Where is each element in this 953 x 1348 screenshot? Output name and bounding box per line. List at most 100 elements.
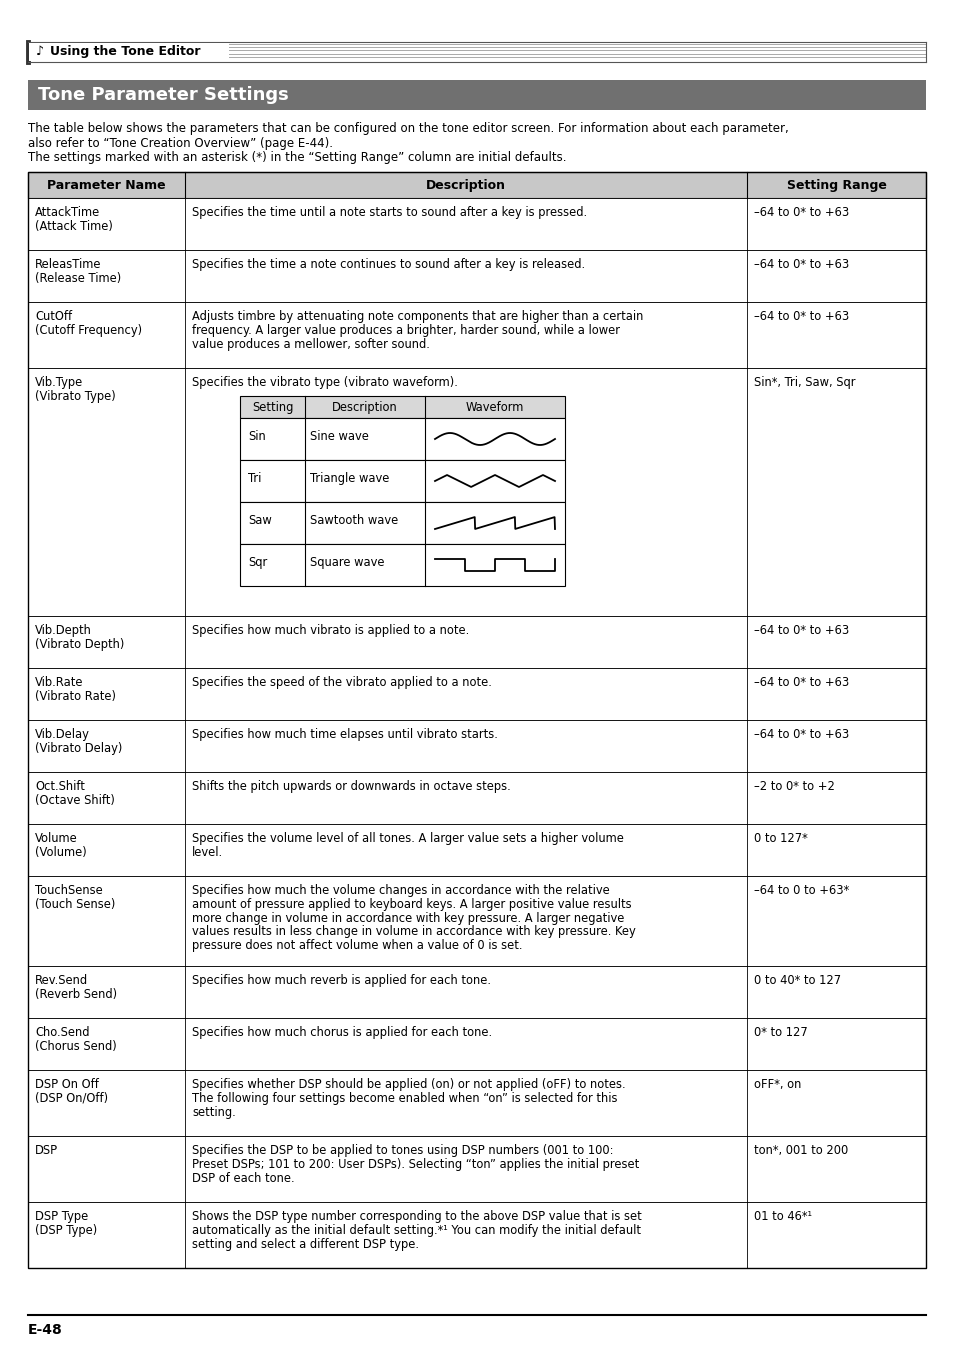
Bar [28, 173, 925, 198]
Text: setting.: setting. [192, 1105, 235, 1119]
Text: 0* to 127: 0* to 127 [753, 1026, 807, 1039]
Text: (DSP On/Off): (DSP On/Off) [35, 1092, 108, 1105]
Bar [28, 1070, 925, 1136]
Text: level.: level. [192, 845, 223, 859]
Text: automatically as the initial default setting.*¹ You can modify the initial defau: automatically as the initial default set… [192, 1224, 640, 1237]
Text: The following four settings become enabled when “on” is selected for this: The following four settings become enabl… [192, 1092, 617, 1105]
Bar [29, 43, 229, 61]
Text: Parameter Name: Parameter Name [47, 179, 166, 191]
Text: Tri: Tri [248, 472, 261, 485]
Bar [28, 198, 925, 249]
Text: Specifies whether DSP should be applied (on) or not applied (oFF) to notes.: Specifies whether DSP should be applied … [192, 1078, 625, 1091]
Text: ton*, 001 to 200: ton*, 001 to 200 [753, 1144, 847, 1157]
Text: Tone Parameter Settings: Tone Parameter Settings [38, 86, 289, 104]
Text: Vib.Delay: Vib.Delay [35, 728, 90, 741]
Text: Specifies how much reverb is applied for each tone.: Specifies how much reverb is applied for… [192, 975, 491, 987]
Text: (DSP Type): (DSP Type) [35, 1224, 97, 1237]
Text: The table below shows the parameters that can be configured on the tone editor s: The table below shows the parameters tha… [28, 123, 788, 135]
Text: DSP of each tone.: DSP of each tone. [192, 1171, 294, 1185]
Text: TouchSense: TouchSense [35, 884, 103, 896]
Text: –2 to 0* to +2: –2 to 0* to +2 [753, 780, 834, 793]
Text: DSP On Off: DSP On Off [35, 1078, 99, 1091]
Text: Shows the DSP type number corresponding to the above DSP value that is set: Shows the DSP type number corresponding … [192, 1211, 641, 1223]
Text: E-48: E-48 [28, 1322, 63, 1337]
Text: Description: Description [332, 400, 397, 414]
Text: Sawtooth wave: Sawtooth wave [310, 514, 397, 527]
Text: Setting Range: Setting Range [785, 179, 885, 191]
Bar [28, 669, 925, 720]
Text: Specifies the DSP to be applied to tones using DSP numbers (001 to 100:: Specifies the DSP to be applied to tones… [192, 1144, 613, 1157]
Text: –64 to 0* to +63: –64 to 0* to +63 [753, 310, 848, 324]
Text: more change in volume in accordance with key pressure. A larger negative: more change in volume in accordance with… [192, 911, 623, 925]
Bar [28, 720, 925, 772]
Text: Vib.Depth: Vib.Depth [35, 624, 91, 638]
Text: also refer to “Tone Creation Overview” (page E-44).: also refer to “Tone Creation Overview” (… [28, 136, 333, 150]
Text: Preset DSPs; 101 to 200: User DSPs). Selecting “ton” applies the initial preset: Preset DSPs; 101 to 200: User DSPs). Sel… [192, 1158, 639, 1171]
Text: frequency. A larger value produces a brighter, harder sound, while a lower: frequency. A larger value produces a bri… [192, 324, 619, 337]
Text: DSP Type: DSP Type [35, 1211, 89, 1223]
Text: (Vibrato Delay): (Vibrato Delay) [35, 741, 122, 755]
Text: 0 to 40* to 127: 0 to 40* to 127 [753, 975, 841, 987]
Text: Specifies the vibrato type (vibrato waveform).: Specifies the vibrato type (vibrato wave… [192, 376, 457, 390]
Text: Sin*, Tri, Saw, Sqr: Sin*, Tri, Saw, Sqr [753, 376, 855, 390]
Text: Setting: Setting [252, 400, 293, 414]
Text: (Chorus Send): (Chorus Send) [35, 1039, 116, 1053]
Text: DSP: DSP [35, 1144, 58, 1157]
Text: (Vibrato Rate): (Vibrato Rate) [35, 690, 116, 702]
Text: –64 to 0* to +63: –64 to 0* to +63 [753, 257, 848, 271]
Text: Specifies the time until a note starts to sound after a key is pressed.: Specifies the time until a note starts t… [192, 206, 586, 218]
Text: pressure does not affect volume when a value of 0 is set.: pressure does not affect volume when a v… [192, 940, 522, 952]
Text: (Volume): (Volume) [35, 845, 87, 859]
Bar [28, 368, 925, 616]
Text: (Release Time): (Release Time) [35, 272, 121, 284]
Text: Oct.Shift: Oct.Shift [35, 780, 85, 793]
Text: 0 to 127*: 0 to 127* [753, 832, 807, 845]
Text: Triangle wave: Triangle wave [310, 472, 389, 485]
Text: Specifies how much time elapses until vibrato starts.: Specifies how much time elapses until vi… [192, 728, 497, 741]
Text: AttackTime: AttackTime [35, 206, 100, 218]
Text: –64 to 0* to +63: –64 to 0* to +63 [753, 675, 848, 689]
Text: Adjusts timbre by attenuating note components that are higher than a certain: Adjusts timbre by attenuating note compo… [192, 310, 642, 324]
Text: value produces a mellower, softer sound.: value produces a mellower, softer sound. [192, 337, 430, 350]
Bar [28, 876, 925, 967]
Bar [28, 824, 925, 876]
Text: Specifies the volume level of all tones. A larger value sets a higher volume: Specifies the volume level of all tones.… [192, 832, 623, 845]
Bar [240, 396, 564, 418]
Text: Specifies how much chorus is applied for each tone.: Specifies how much chorus is applied for… [192, 1026, 492, 1039]
Bar [28, 967, 925, 1018]
Text: (Touch Sense): (Touch Sense) [35, 898, 115, 911]
Text: ReleasTime: ReleasTime [35, 257, 101, 271]
Bar [28, 249, 925, 302]
Bar [28, 80, 925, 111]
Text: Volume: Volume [35, 832, 77, 845]
Bar [240, 418, 564, 460]
Text: Description: Description [426, 179, 505, 191]
Text: Specifies how much vibrato is applied to a note.: Specifies how much vibrato is applied to… [192, 624, 469, 638]
Text: oFF*, on: oFF*, on [753, 1078, 801, 1091]
Text: 01 to 46*¹: 01 to 46*¹ [753, 1211, 811, 1223]
Text: (Cutoff Frequency): (Cutoff Frequency) [35, 324, 142, 337]
Text: –64 to 0* to +63: –64 to 0* to +63 [753, 206, 848, 218]
Text: (Reverb Send): (Reverb Send) [35, 988, 117, 1000]
Text: CutOff: CutOff [35, 310, 72, 324]
Bar [28, 1202, 925, 1268]
Text: Specifies the time a note continues to sound after a key is released.: Specifies the time a note continues to s… [192, 257, 584, 271]
Text: Rev.Send: Rev.Send [35, 975, 88, 987]
Bar [28, 1018, 925, 1070]
Text: Using the Tone Editor: Using the Tone Editor [50, 44, 200, 58]
Text: (Attack Time): (Attack Time) [35, 220, 112, 233]
Text: (Vibrato Depth): (Vibrato Depth) [35, 638, 124, 651]
Text: (Octave Shift): (Octave Shift) [35, 794, 114, 807]
Bar [28, 616, 925, 669]
Text: Shifts the pitch upwards or downwards in octave steps.: Shifts the pitch upwards or downwards in… [192, 780, 510, 793]
Text: Sin: Sin [248, 430, 266, 443]
Text: Vib.Rate: Vib.Rate [35, 675, 84, 689]
Bar [28, 772, 925, 824]
Text: Sqr: Sqr [248, 555, 267, 569]
Bar [28, 173, 925, 1268]
Text: values results in less change in volume in accordance with key pressure. Key: values results in less change in volume … [192, 925, 635, 938]
Bar [240, 501, 564, 545]
Text: –64 to 0* to +63: –64 to 0* to +63 [753, 728, 848, 741]
Text: Specifies how much the volume changes in accordance with the relative: Specifies how much the volume changes in… [192, 884, 609, 896]
Text: –64 to 0* to +63: –64 to 0* to +63 [753, 624, 848, 638]
